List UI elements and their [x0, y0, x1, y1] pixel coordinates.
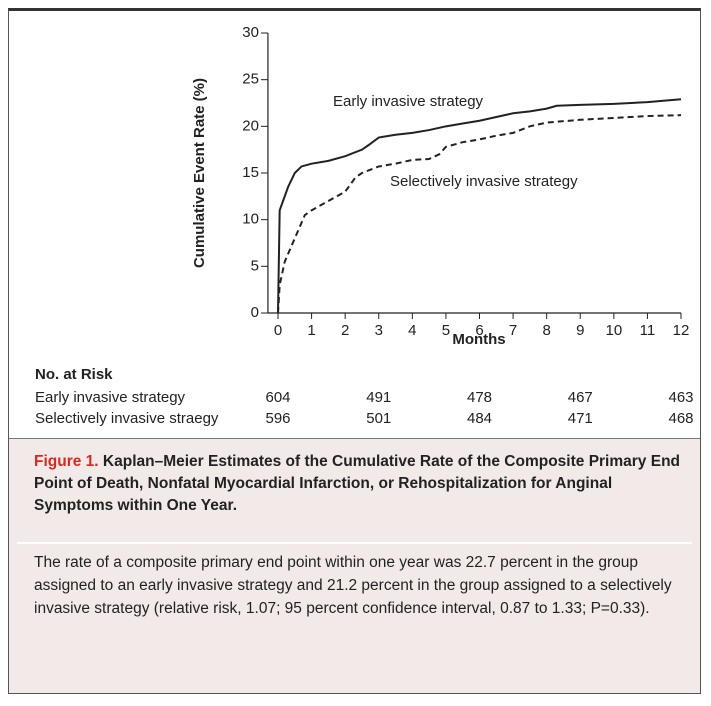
x-tick-label: 0	[274, 322, 282, 339]
x-tick-label: 12	[673, 322, 690, 339]
y-tick-label: 10	[242, 211, 259, 228]
risk-row-label: Early invasive strategy	[35, 389, 186, 406]
series-line	[277, 98, 682, 314]
x-tick-label: 7	[509, 322, 517, 339]
series-label: Selectively invasive strategy	[390, 173, 578, 190]
x-tick-label: 3	[375, 322, 383, 339]
x-tick-label: 5	[442, 322, 450, 339]
x-tick-label: 4	[408, 322, 416, 339]
risk-value: 484	[467, 410, 492, 427]
x-tick-label: 11	[640, 322, 656, 339]
y-tick-label: 15	[242, 164, 259, 181]
series-line	[277, 114, 682, 314]
y-tick-label: 5	[251, 257, 259, 274]
y-axis-label: Cumulative Event Rate (%)	[191, 78, 208, 268]
x-tick-label: 1	[307, 322, 315, 339]
x-tick-label: 10	[605, 322, 622, 339]
risk-row-label: Selectively invasive straegy	[35, 410, 219, 427]
risk-value: 471	[568, 410, 593, 427]
x-tick-label: 9	[576, 322, 584, 339]
y-tick-label: 25	[242, 71, 259, 88]
risk-value: 478	[467, 389, 492, 406]
risk-value: 501	[366, 410, 391, 427]
x-axis-label: Months	[452, 331, 505, 348]
chart: Cumulative Event Rate (%) Months No. at …	[35, 24, 694, 427]
risk-table-title: No. at Risk	[35, 366, 113, 383]
risk-value: 468	[668, 410, 693, 427]
x-tick-label: 8	[542, 322, 550, 339]
risk-value: 596	[265, 410, 290, 427]
x-tick-label: 6	[475, 322, 483, 339]
y-tick-label: 20	[242, 117, 259, 134]
caption-rule	[17, 542, 692, 544]
y-tick-label: 30	[242, 24, 259, 41]
risk-value: 467	[568, 389, 593, 406]
caption-title-text: Kaplan–Meier Estimates of the Cumulative…	[34, 453, 681, 514]
y-tick-label: 0	[251, 304, 259, 321]
caption: Figure 1. Kaplan–Meier Estimates of the …	[9, 438, 700, 693]
figure-frame	[8, 8, 701, 694]
risk-value: 604	[265, 389, 290, 406]
risk-value: 463	[668, 389, 693, 406]
figure-number: Figure 1.	[34, 453, 99, 470]
x-tick-label: 2	[341, 322, 349, 339]
caption-body: The rate of a composite primary end poin…	[34, 554, 672, 617]
series-label: Early invasive strategy	[333, 93, 484, 110]
risk-value: 491	[366, 389, 391, 406]
caption-title: Figure 1. Kaplan–Meier Estimates of the …	[34, 451, 684, 517]
